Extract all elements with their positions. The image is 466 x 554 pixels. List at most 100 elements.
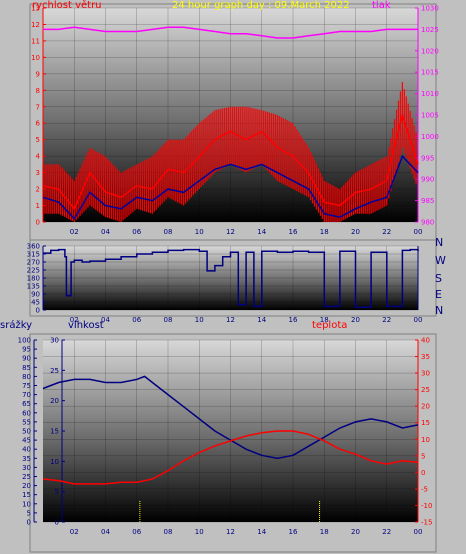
x-tick-label: 02 [70, 528, 79, 536]
x-tick-label: 18 [320, 316, 329, 324]
pressure-tick-label: 1000 [421, 133, 439, 141]
temperature-tick-label: 40 [421, 337, 430, 345]
wind-speed-tick-label: 5 [36, 136, 40, 144]
wind-speed-tick-label: 0 [36, 219, 40, 227]
temperature-tick-label: -15 [421, 519, 432, 527]
wind-speed-tick-label: 9 [36, 70, 40, 78]
x-tick-label: 04 [101, 528, 110, 536]
x-tick-label: 14 [257, 528, 266, 536]
rain-tick-label: 60 [22, 409, 31, 417]
x-tick-label: 06 [132, 528, 141, 536]
temperature-tick-label: 25 [421, 386, 430, 394]
wind-speed-tick-label: 6 [36, 120, 41, 128]
rain-tick-label: 90 [22, 355, 31, 363]
x-tick-label: 22 [382, 528, 391, 536]
pressure-tick-label: 1025 [421, 26, 439, 34]
temperature-tick-label: -10 [421, 502, 432, 510]
x-tick-label: 00 [414, 528, 423, 536]
wind-speed-tick-label: 3 [36, 169, 40, 177]
temperature-tick-label: 15 [421, 419, 430, 427]
humidity-tick-label: 25 [50, 367, 59, 375]
temperature-tick-label: 20 [421, 403, 430, 411]
x-tick-label: 18 [320, 528, 329, 536]
temperature-tick-label: 5 [421, 452, 425, 460]
wind-speed-tick-label: 13 [31, 5, 40, 13]
pressure-tick-label: 1020 [421, 47, 439, 55]
x-tick-label: 20 [351, 228, 360, 236]
direction-tick-label: 45 [31, 299, 40, 307]
temperature-tick-label: -5 [421, 485, 428, 493]
humidity-tick-label: 15 [50, 428, 59, 436]
x-tick-label: 10 [195, 316, 204, 324]
x-tick-label: 14 [257, 316, 266, 324]
rain-tick-label: 30 [22, 464, 31, 472]
wind-speed-label: rychlost větru [32, 0, 102, 11]
rain-label: srážky [0, 320, 33, 331]
direction-tick-label: 180 [27, 275, 40, 283]
x-tick-label: 02 [70, 228, 79, 236]
humidity-tick-label: 0 [55, 519, 59, 527]
rain-tick-label: 50 [22, 428, 31, 436]
pressure-tick-label: 990 [421, 176, 434, 184]
rain-tick-label: 100 [18, 337, 31, 345]
direction-west: W [435, 254, 446, 267]
humidity-tick-label: 30 [50, 337, 59, 345]
x-tick-label: 20 [351, 528, 360, 536]
direction-tick-label: 315 [27, 251, 40, 259]
humidity-tick-label: 5 [55, 488, 59, 496]
x-tick-label: 10 [195, 228, 204, 236]
humidity-tick-label: 10 [50, 458, 59, 466]
wind-speed-tick-label: 11 [31, 37, 40, 45]
x-tick-label: 04 [101, 316, 110, 324]
rain-tick-label: 15 [22, 491, 31, 499]
x-tick-label: 16 [289, 316, 298, 324]
pressure-line [43, 26, 418, 39]
rain-tick-label: 65 [22, 400, 31, 408]
direction-tick-label: 90 [31, 291, 40, 299]
direction-tick-label: 135 [27, 283, 40, 291]
rain-tick-label: 55 [22, 418, 31, 426]
direction-tick-label: 225 [27, 267, 40, 275]
rain-tick-label: 85 [22, 364, 31, 372]
x-tick-label: 12 [226, 228, 235, 236]
wind-speed-tick-label: 4 [36, 153, 41, 161]
wind-speed-tick-label: 7 [36, 103, 40, 111]
pressure-tick-label: 1005 [421, 112, 439, 120]
graph-title: 24 hour graph day : 09.March 2022 [172, 0, 350, 11]
pressure-tick-label: 980 [421, 219, 434, 227]
x-tick-label: 08 [164, 528, 173, 536]
x-tick-label: 10 [195, 528, 204, 536]
x-tick-label: 04 [101, 228, 110, 236]
rain-tick-label: 5 [27, 509, 31, 517]
x-tick-label: 00 [414, 316, 423, 324]
rain-tick-label: 25 [22, 473, 31, 481]
rain-tick-label: 35 [22, 455, 31, 463]
rain-tick-label: 70 [22, 391, 31, 399]
direction-north-top: N [435, 236, 444, 249]
temperature-tick-label: 35 [421, 353, 430, 361]
x-tick-label: 12 [226, 528, 235, 536]
rain-tick-label: 45 [22, 437, 31, 445]
pressure-tick-label: 1015 [421, 69, 439, 77]
x-tick-label: 12 [226, 316, 235, 324]
wind-direction-line [43, 248, 419, 309]
humidity-label: vlhkost [68, 320, 104, 331]
pressure-tick-label: 1030 [421, 5, 439, 13]
temperature-tick-label: 0 [421, 469, 425, 477]
temperature-line [42, 430, 419, 485]
direction-tick-label: 0 [36, 307, 40, 315]
x-tick-label: 14 [257, 228, 266, 236]
x-tick-label: 06 [132, 228, 141, 236]
direction-tick-label: 360 [27, 243, 40, 251]
x-tick-label: 02 [70, 316, 79, 324]
x-tick-label: 06 [132, 316, 141, 324]
humidity-line [42, 375, 419, 460]
wind-speed-tick-label: 12 [31, 21, 40, 29]
plot-background [43, 340, 418, 522]
wind-speed-tick-label: 2 [36, 186, 40, 194]
pressure-label: tlak [372, 0, 391, 11]
wind-speed-tick-label: 1 [36, 202, 40, 210]
x-tick-label: 20 [351, 316, 360, 324]
